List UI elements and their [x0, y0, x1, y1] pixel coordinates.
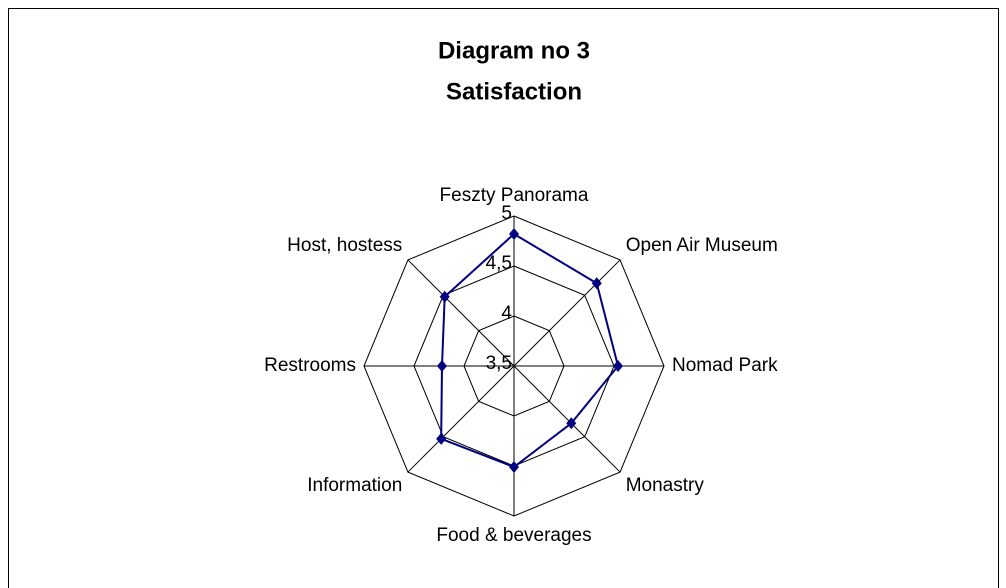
category-label: Nomad Park — [672, 355, 778, 376]
chart-title: Diagram no 3 — [438, 37, 590, 64]
marker — [437, 360, 447, 372]
marker — [591, 277, 602, 290]
category-label: Feszty Panorama — [440, 185, 589, 206]
spoke — [513, 365, 621, 473]
r-tick-label: 3,5 — [486, 353, 512, 374]
chart-border — [8, 8, 999, 588]
category-label: Information — [307, 475, 402, 496]
spoke — [407, 259, 515, 367]
spoke — [407, 365, 515, 473]
marker — [566, 417, 577, 430]
category-label: Host, hostess — [287, 235, 402, 256]
spoke — [513, 259, 621, 367]
chart-subtitle: Satisfaction — [446, 78, 582, 105]
r-tick-label: 5 — [501, 203, 512, 224]
marker — [509, 461, 519, 473]
marker — [436, 432, 447, 445]
r-tick-label: 4 — [501, 303, 512, 324]
marker — [439, 290, 450, 303]
category-label: Restrooms — [264, 355, 356, 376]
category-label: Monastry — [626, 475, 705, 496]
marker — [613, 360, 623, 372]
grid-ring — [363, 215, 665, 517]
r-tick-label: 4,5 — [486, 253, 512, 274]
marker — [509, 228, 519, 240]
category-label: Food & beverages — [436, 525, 591, 546]
category-label: Open Air Museum — [626, 235, 778, 256]
grid-ring — [463, 315, 565, 417]
